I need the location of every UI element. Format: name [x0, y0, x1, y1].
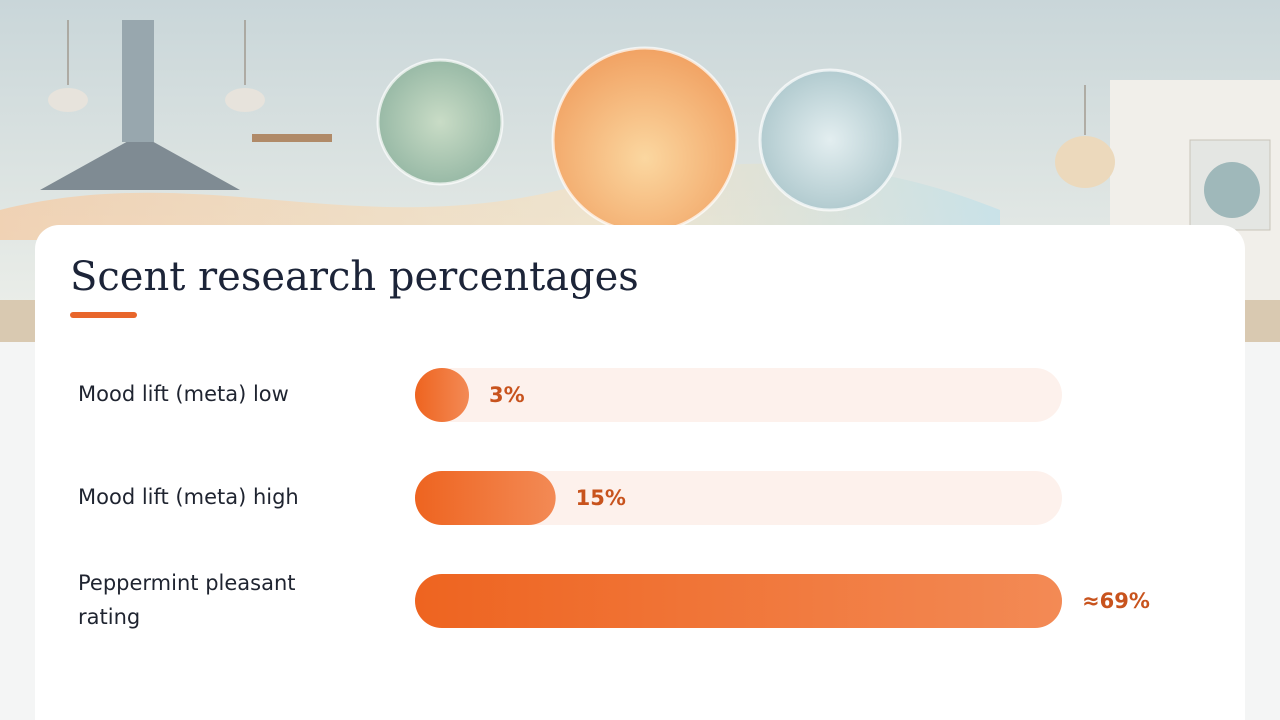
value-label: ≈69% [1082, 589, 1150, 613]
value-label: 15% [576, 486, 626, 510]
plot: Mood lift (meta) low 3% Mood lift (meta) h… [78, 368, 1150, 629]
bar [415, 471, 556, 525]
title-underline [70, 312, 137, 318]
bar-track [415, 368, 1062, 422]
bar [415, 368, 469, 422]
value-label: 3% [489, 383, 525, 407]
category-label: Mood lift (meta) low [78, 382, 289, 406]
chart-title: Scent research percentages [70, 254, 639, 300]
category-label: Peppermint pleasant rating [78, 571, 296, 629]
bar-track [415, 471, 1062, 525]
category-label: Mood lift (meta) high [78, 485, 299, 509]
bar [415, 574, 1062, 628]
